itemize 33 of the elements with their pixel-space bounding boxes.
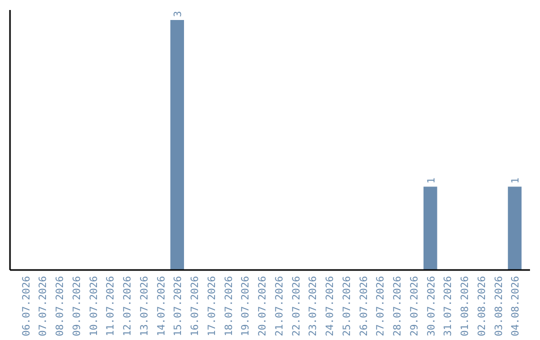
x-tick-label: 27.07.2026	[376, 276, 387, 336]
x-tick-label: 16.07.2026	[190, 276, 202, 336]
x-tick-label: 03.08.2026	[494, 276, 505, 336]
x-tick-label: 21.07.2026	[274, 276, 286, 336]
x-tick-label: 10.07.2026	[88, 276, 100, 336]
x-tick-label: 17.07.2026	[206, 276, 218, 336]
x-tick-label: 01.08.2026	[460, 276, 472, 336]
x-tick-label: 11.07.2026	[106, 276, 117, 336]
x-tick-label: 12.07.2026	[122, 276, 134, 336]
data-label: 1	[426, 178, 438, 184]
x-tick-label: 09.07.2026	[72, 276, 83, 336]
x-tick-label: 19.07.2026	[240, 276, 252, 336]
x-tick-label: 14.07.2026	[156, 276, 168, 336]
x-tick-label: 13.07.2026	[139, 276, 150, 336]
x-tick-label: 08.07.2026	[55, 276, 66, 336]
x-tick-label: 04.08.2026	[510, 276, 522, 336]
x-tick-label: 29.07.2026	[409, 276, 420, 336]
data-label: 1	[510, 178, 522, 184]
x-tick-label: 22.07.2026	[291, 276, 302, 336]
x-tick-label: 28.07.2026	[392, 276, 404, 336]
x-tick-label: 02.08.2026	[476, 276, 488, 336]
x-tick-label: 24.07.2026	[325, 276, 336, 336]
x-tick-label: 20.07.2026	[258, 276, 269, 336]
x-tick-label: 25.07.2026	[342, 276, 353, 336]
x-tick-label: 31.07.2026	[443, 276, 454, 336]
x-tick-label: 30.07.2026	[426, 276, 438, 336]
data-label: 3	[173, 10, 184, 17]
x-tick-label: 06.07.2026	[21, 276, 32, 336]
x-tick-label: 15.07.2026	[173, 276, 184, 336]
x-tick-label: 26.07.2026	[358, 276, 370, 336]
x-tick-label: 23.07.2026	[308, 276, 320, 336]
x-tick-label: 07.07.2026	[38, 276, 50, 336]
x-tick-label: 18.07.2026	[224, 276, 235, 336]
